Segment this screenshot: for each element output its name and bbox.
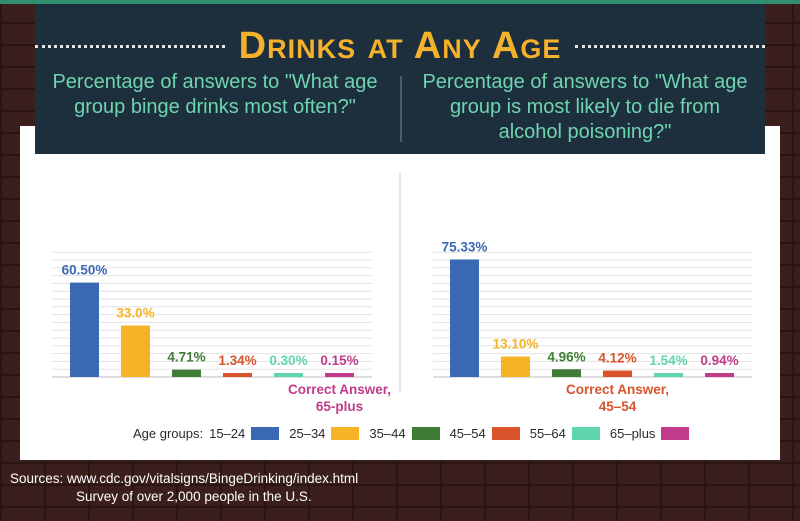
data-label: 4.71% — [167, 350, 205, 365]
bar — [274, 373, 303, 377]
legend-label: 15–24 — [209, 425, 246, 441]
top-strip — [0, 0, 800, 4]
page-title: Drinks at Any Age — [238, 24, 562, 67]
data-label: 4.12% — [598, 351, 636, 366]
bar — [552, 369, 581, 377]
header-banner: Drinks at Any Age Percentage of answers … — [34, 4, 766, 154]
legend: Age groups: 15–24 25–34 35–44 45–54 55–6… — [133, 424, 699, 442]
bar — [603, 370, 632, 377]
legend-item: 45–54 — [450, 426, 520, 441]
legend-swatch — [491, 426, 520, 440]
data-label: 33.0% — [116, 306, 154, 321]
title-row: Drinks at Any Age — [34, 22, 766, 70]
data-label: 1.54% — [649, 353, 687, 368]
data-label: 1.34% — [218, 353, 256, 368]
bar — [654, 373, 683, 377]
legend-item: 25–34 — [289, 425, 360, 441]
title-dots-right — [575, 44, 766, 48]
legend-title: Age groups: — [133, 425, 204, 441]
legend-swatch — [411, 426, 440, 440]
sources-line-1: Sources: www.cdc.gov/vitalsigns/BingeDri… — [10, 471, 359, 486]
correct-answer-value: 45–54 — [599, 399, 637, 414]
data-label: 60.50% — [62, 263, 108, 278]
data-label: 0.30% — [269, 353, 307, 368]
data-label: 13.10% — [493, 337, 539, 352]
header-divider — [400, 76, 402, 142]
bar — [325, 373, 354, 377]
legend-item: 35–44 — [369, 425, 440, 441]
sources: Sources: www.cdc.gov/vitalsigns/BingeDri… — [10, 470, 358, 506]
bar — [121, 325, 150, 377]
legend-swatch — [331, 426, 360, 440]
correct-answer-annotation: Correct Answer, — [566, 382, 669, 397]
data-label: 75.33% — [442, 239, 488, 254]
data-label: 4.96% — [547, 349, 585, 364]
correct-answer-value: 65-plus — [316, 399, 363, 414]
legend-swatch — [571, 426, 600, 440]
question-right: Percentage of answers to "What age group… — [422, 71, 748, 143]
legend-label: 25–34 — [289, 425, 326, 441]
data-label: 0.94% — [700, 353, 738, 368]
correct-answer-annotation: Correct Answer, — [288, 382, 391, 397]
legend-item: 15–24 — [209, 425, 280, 441]
legend-label: 45–54 — [449, 425, 486, 441]
bar — [223, 373, 252, 377]
bar — [172, 369, 201, 377]
question-left: Percentage of answers to "What age group… — [52, 71, 378, 118]
title-dots-left — [34, 44, 225, 48]
bar — [450, 259, 479, 377]
legend-swatch — [251, 426, 280, 440]
sources-line-2: Survey of over 2,000 people in the U.S. — [76, 489, 312, 504]
legend-swatch — [661, 426, 690, 440]
legend-item: 65–plus — [610, 426, 690, 441]
legend-label: 65–plus — [609, 425, 656, 441]
bar — [501, 356, 530, 377]
legend-label: 55–64 — [529, 425, 566, 441]
data-label: 0.15% — [320, 353, 358, 368]
bar — [705, 373, 734, 377]
bar — [70, 282, 99, 377]
legend-label: 35–44 — [369, 425, 406, 441]
legend-item: 55–64 — [530, 426, 600, 441]
